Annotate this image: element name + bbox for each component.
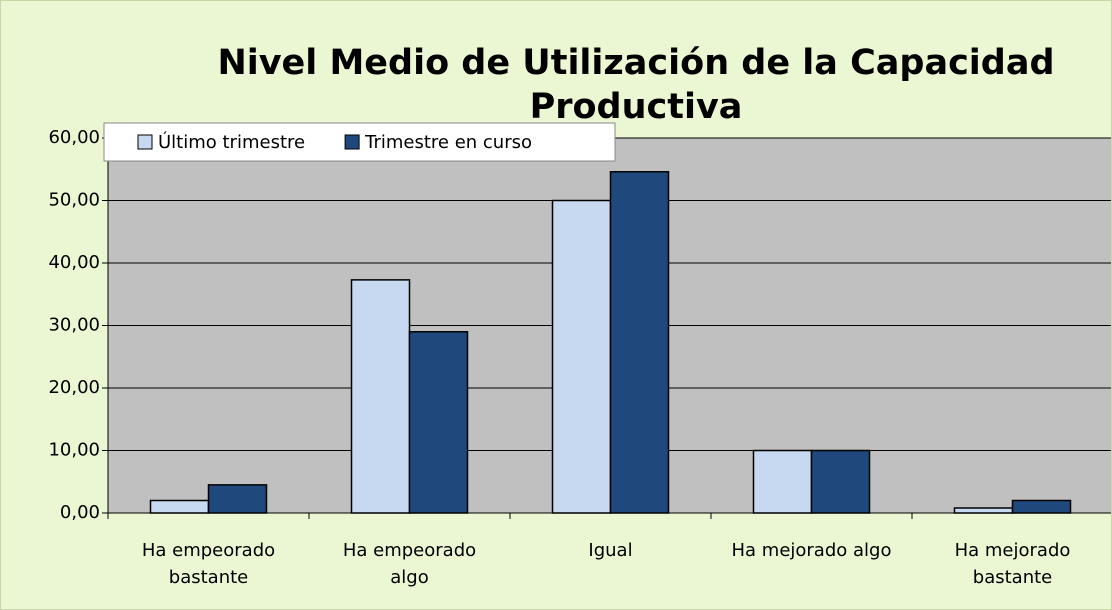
bar bbox=[408, 331, 469, 514]
bar bbox=[551, 199, 612, 514]
bar bbox=[953, 507, 1014, 514]
bar bbox=[350, 279, 411, 514]
bar bbox=[609, 171, 670, 514]
y-tick-label: 10,00 bbox=[48, 440, 100, 461]
x-tick-label: Ha mejorado algo bbox=[731, 540, 892, 561]
bar bbox=[207, 484, 268, 514]
bar bbox=[752, 449, 813, 514]
x-tick-label: Igual bbox=[588, 540, 633, 561]
y-tick-label: 30,00 bbox=[48, 315, 100, 336]
legend-label: Último trimestre bbox=[158, 131, 305, 153]
y-tick-label: 50,00 bbox=[48, 190, 100, 211]
x-tick-label: Ha empeorado algo bbox=[342, 540, 477, 588]
bar bbox=[810, 449, 871, 514]
x-tick-label: Ha mejorado bastante bbox=[954, 540, 1071, 588]
legend-swatch bbox=[137, 134, 153, 150]
y-tick-label: 40,00 bbox=[48, 252, 100, 273]
bar bbox=[149, 499, 210, 514]
chart-title: Nivel Medio de Utilización de la Capacid… bbox=[217, 43, 1055, 127]
legend-label: Trimestre en curso bbox=[364, 132, 532, 153]
y-tick-label: 0,00 bbox=[60, 502, 100, 523]
y-tick-label: 60,00 bbox=[48, 127, 100, 148]
bar bbox=[1011, 499, 1072, 514]
legend-swatch bbox=[344, 134, 360, 150]
y-tick-label: 20,00 bbox=[48, 377, 100, 398]
x-tick-label: Ha empeorado bastante bbox=[141, 540, 276, 588]
